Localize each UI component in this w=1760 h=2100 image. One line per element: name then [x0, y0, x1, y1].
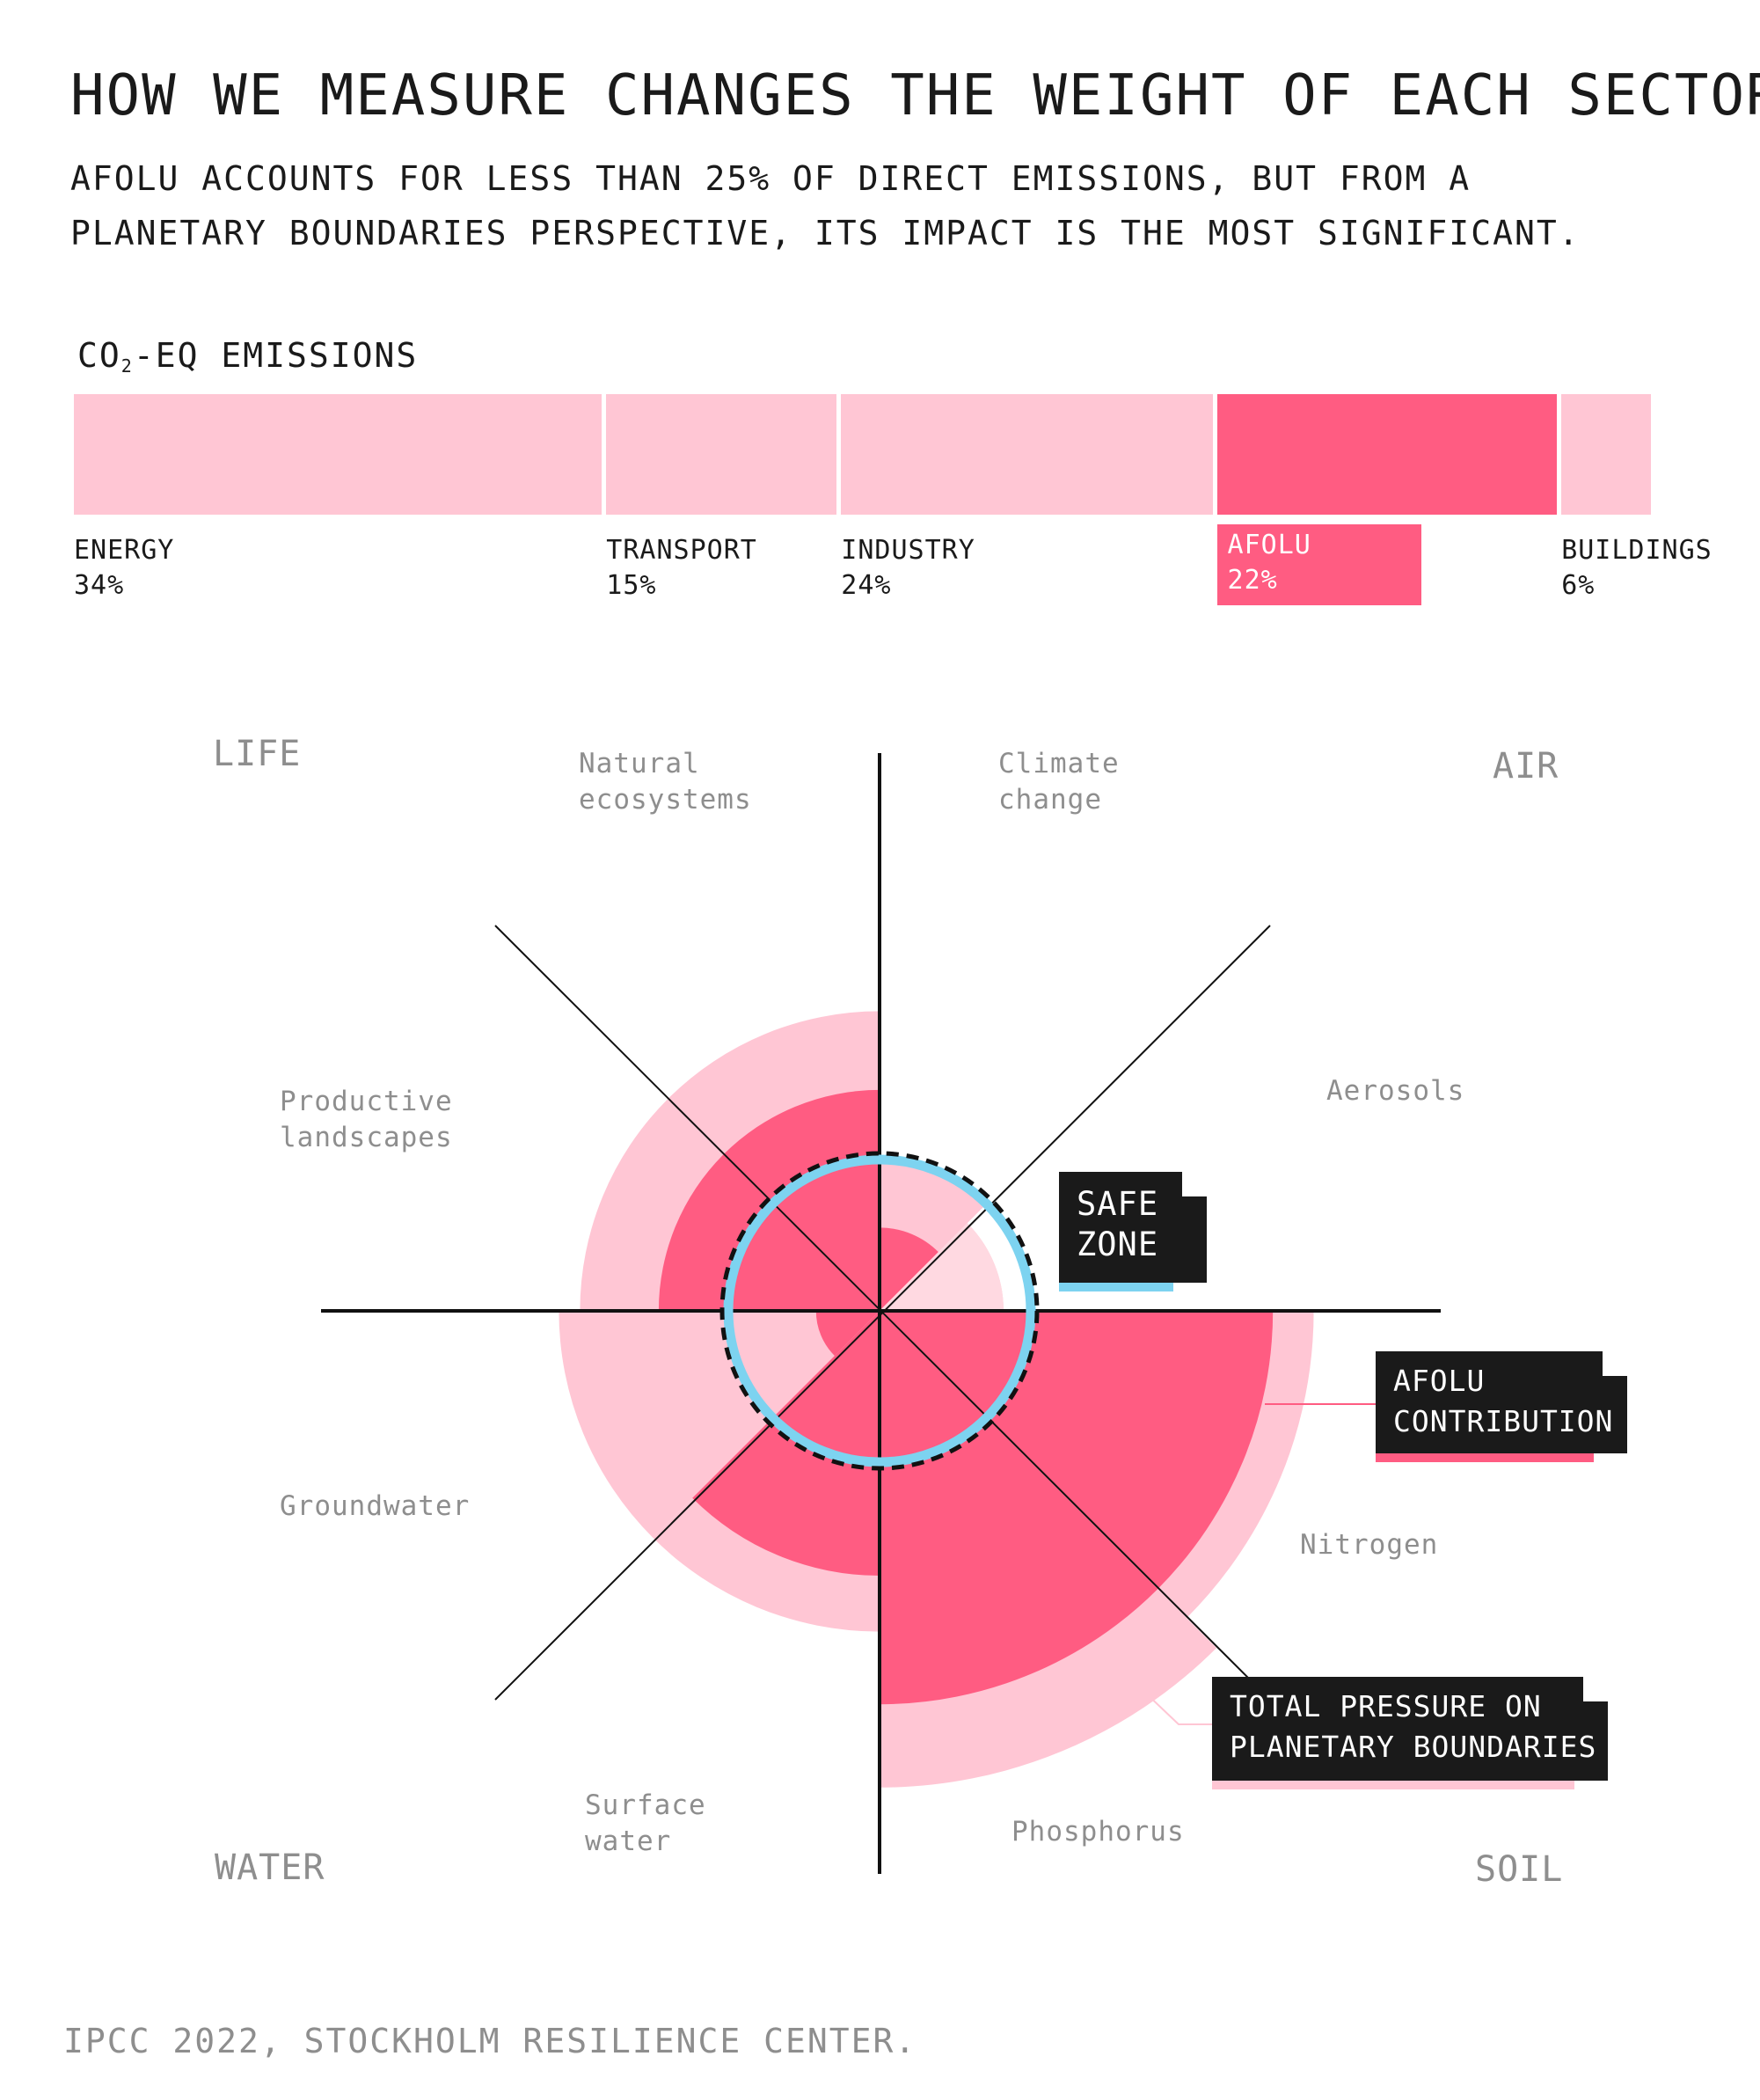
- dimension-label-line: Surface: [585, 1789, 706, 1821]
- dimension-label-line: Natural: [579, 748, 700, 779]
- afolu-wedge-nitrogen: [880, 1311, 1274, 1590]
- dimension-label-line: change: [998, 784, 1102, 816]
- dimension-label-line: ecosystems: [579, 784, 752, 816]
- afolu-wedge-natural-ecosystems: [723, 1089, 880, 1311]
- total-callout-leader: [1143, 1690, 1218, 1725]
- bar-segment-industry: [841, 394, 1213, 515]
- bar-value-label: 15%: [606, 570, 657, 601]
- bar-category-label: AFOLU: [1227, 530, 1311, 560]
- dimension-label-line: landscapes: [280, 1122, 453, 1153]
- emissions-title-subscript: 2: [120, 355, 134, 377]
- afolu-wedge-phosphorus: [880, 1311, 1158, 1705]
- dimension-label-line: water: [585, 1826, 671, 1857]
- bar-label-energy: ENERGY 34%: [74, 533, 174, 604]
- bar-segment-transport: [606, 394, 837, 515]
- dimension-label-natural-ecosystems: Natural ecosystems: [579, 748, 752, 816]
- afolu-wedge-groundwater: [815, 1311, 880, 1357]
- safe-zone-callout-text-line: ZONE: [1077, 1226, 1158, 1263]
- total-pressure-wedge-groundwater: [559, 1311, 880, 1538]
- afolu-callout-text: AFOLU CONTRIBUTION: [1393, 1364, 1613, 1438]
- dimension-label-climate-change: Climate change: [998, 748, 1120, 816]
- bar-label-buildings: BUILDINGS 6%: [1561, 533, 1713, 604]
- group-label-water: WATER: [215, 1848, 325, 1888]
- dimension-label-phosphorus: Phosphorus: [1011, 1816, 1185, 1848]
- dimension-label-groundwater: Groundwater: [280, 1490, 470, 1522]
- chart-title: HOW WE MEASURE CHANGES THE WEIGHT OF EAC…: [70, 63, 1760, 128]
- afolu-callout-notch: [1603, 1351, 1627, 1376]
- safe-zone-callout-notch: [1182, 1172, 1207, 1196]
- safe-zone-callout-text: SAFE ZONE: [1077, 1185, 1158, 1263]
- safe-zone-dashed-outline: [719, 1151, 1040, 1471]
- bar-value-label: 24%: [841, 570, 892, 601]
- group-label-air: AIR: [1493, 746, 1559, 787]
- bar-category-label: ENERGY: [74, 535, 175, 566]
- bar-value-label: 6%: [1561, 570, 1596, 601]
- afolu-wedge-climate-change: [880, 1227, 938, 1311]
- group-label-soil: SOIL: [1475, 1849, 1563, 1890]
- emissions-bar-title: CO2-EQ EMISSIONS: [77, 336, 418, 377]
- dimension-label-line: Climate: [998, 748, 1120, 779]
- bar-value-label: 22%: [1227, 565, 1278, 596]
- afolu-callout-text-line: AFOLU: [1393, 1364, 1485, 1398]
- bar-segment-energy: [74, 394, 602, 515]
- bar-value-label: 34%: [74, 570, 125, 601]
- safe-zone-circle: [723, 1154, 1036, 1467]
- dimension-label-productive-landscapes: Productive landscapes: [280, 1086, 453, 1153]
- total-pressure-callout-text: TOTAL PRESSURE ON PLANETARY BOUNDARIES: [1230, 1689, 1596, 1764]
- afolu-wedge-productive-landscapes: [658, 1154, 880, 1311]
- group-label-life: LIFE: [213, 734, 301, 774]
- dimension-label-line: Nitrogen: [1300, 1529, 1438, 1561]
- dimension-label-line: Groundwater: [280, 1490, 470, 1522]
- emissions-title-prefix: CO: [77, 336, 121, 375]
- afolu-callout-text-line: CONTRIBUTION: [1393, 1404, 1613, 1438]
- chart-subtitle: AFOLU ACCOUNTS FOR LESS THAN 25% OF DIRE…: [70, 159, 1581, 252]
- bar-category-label: BUILDINGS: [1561, 535, 1713, 566]
- total-pressure-callout-box: [1212, 1677, 1608, 1781]
- bar-segment-afolu: [1216, 394, 1558, 515]
- dimension-label-line: Aerosols: [1326, 1075, 1464, 1107]
- total-pressure-callout-text-line: PLANETARY BOUNDARIES: [1230, 1730, 1596, 1764]
- dimension-label-aerosols: Aerosols: [1326, 1075, 1464, 1107]
- safe-zone-callout-text-line: SAFE: [1077, 1185, 1158, 1223]
- afolu-callout-box: [1376, 1351, 1627, 1453]
- bar-label-afolu: AFOLU 22%: [1216, 524, 1421, 605]
- bar-label-transport: TRANSPORT 15%: [606, 533, 757, 604]
- dimension-label-line: Phosphorus: [1011, 1816, 1185, 1848]
- axis-line-4: [494, 925, 1271, 1701]
- dimension-label-surface-water: Surface water: [585, 1789, 706, 1857]
- bar-label-industry: INDUSTRY 24%: [841, 533, 975, 604]
- emissions-title-suffix: -EQ EMISSIONS: [133, 336, 419, 375]
- dimension-label-nitrogen: Nitrogen: [1300, 1529, 1438, 1561]
- afolu-wedge-aerosols: [880, 1223, 1004, 1311]
- total-pressure-callout-text-line: TOTAL PRESSURE ON: [1230, 1689, 1542, 1723]
- bar-category-label: INDUSTRY: [841, 535, 975, 566]
- total-pressure-callout-notch: [1583, 1677, 1608, 1701]
- source-note: IPCC 2022, STOCKHOLM RESILIENCE CENTER.: [63, 2022, 917, 2060]
- bar-segment-buildings: [1561, 394, 1651, 515]
- afolu-wedge-surface-water: [692, 1311, 880, 1576]
- bar-category-label: TRANSPORT: [606, 535, 757, 566]
- dimension-label-line: Productive: [280, 1086, 453, 1117]
